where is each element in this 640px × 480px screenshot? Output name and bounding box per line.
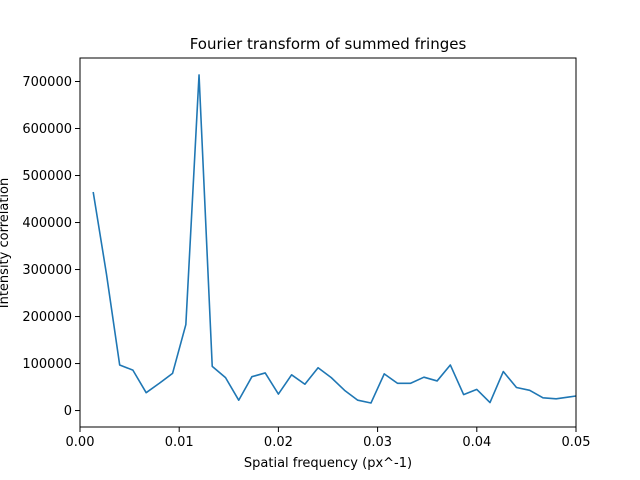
x-axis-label: Spatial frequency (px^-1) (244, 456, 412, 471)
x-tick-label: 0.04 (462, 435, 491, 450)
y-tick-label: 100000 (22, 357, 72, 372)
y-tick-label: 700000 (22, 75, 72, 90)
y-tick-label: 600000 (22, 122, 72, 137)
y-tick-label: 300000 (22, 263, 72, 278)
y-tick-label: 200000 (22, 310, 72, 325)
axis-ticks: 0.00 0.01 0.02 0.03 0.04 0.05 0 100000 200000 300… (22, 75, 590, 450)
x-tick-label: 0.02 (264, 435, 293, 450)
y-tick-label: 400000 (22, 216, 72, 231)
chart-title: Fourier transform of summed fringes (190, 35, 467, 53)
y-tick-label: 0 (64, 404, 72, 419)
x-tick-label: 0.05 (562, 435, 591, 450)
x-tick-label: 0.03 (363, 435, 392, 450)
series-line (92, 74, 577, 404)
plot-frame (79, 57, 577, 428)
x-tick-label: 0.00 (66, 435, 95, 450)
plot-area (92, 74, 577, 404)
x-tick-label: 0.01 (165, 435, 194, 450)
y-axis-label: Intensity correlation (0, 178, 12, 308)
y-tick-label: 500000 (22, 169, 72, 184)
